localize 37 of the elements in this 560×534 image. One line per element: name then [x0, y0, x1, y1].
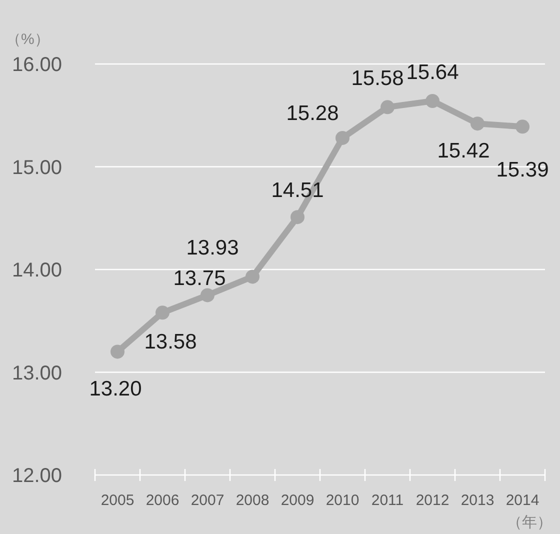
point: [156, 306, 170, 320]
x-tick-label: 2011: [371, 492, 404, 509]
x-tick-label: 2008: [236, 492, 270, 509]
text: 15.42: [437, 140, 490, 163]
point: [110, 344, 124, 359]
text: 15.64: [406, 60, 459, 84]
x-axis-title: （年）: [507, 514, 552, 531]
text: 15.28: [286, 102, 339, 125]
x-tick-label: 2010: [326, 492, 360, 509]
x-tick-label: 2009: [280, 492, 314, 509]
point: [426, 94, 440, 108]
text: 14.51: [271, 179, 324, 202]
x-tick-label: 2005: [100, 492, 134, 509]
text: 13.20: [89, 378, 142, 401]
x-tick-label: 2013: [460, 492, 494, 509]
y-tick-label: 15.00: [12, 156, 62, 179]
x-tick-label: 2012: [416, 492, 450, 509]
y-tick-label: 14.00: [12, 260, 62, 282]
text: 13.75: [173, 267, 226, 290]
point: [246, 270, 260, 284]
x-tick-label: 2007: [190, 492, 224, 509]
point: [200, 288, 214, 302]
x-tick-label: 2014: [506, 492, 540, 509]
point: [290, 210, 304, 224]
text: 13.93: [186, 236, 239, 260]
y-tick-label: 12.00: [12, 465, 62, 487]
point: [516, 120, 530, 134]
y-tick-label: 16.00: [12, 54, 62, 76]
text: 15.58: [351, 67, 404, 90]
x-tick-label: 2006: [146, 492, 180, 509]
point: [336, 130, 350, 145]
point: [470, 116, 484, 131]
y-axis-title: （%）: [6, 31, 50, 48]
point: [380, 100, 394, 114]
text: 15.39: [496, 158, 549, 182]
text: 13.58: [144, 330, 197, 354]
y-tick-label: 13.00: [12, 362, 62, 384]
